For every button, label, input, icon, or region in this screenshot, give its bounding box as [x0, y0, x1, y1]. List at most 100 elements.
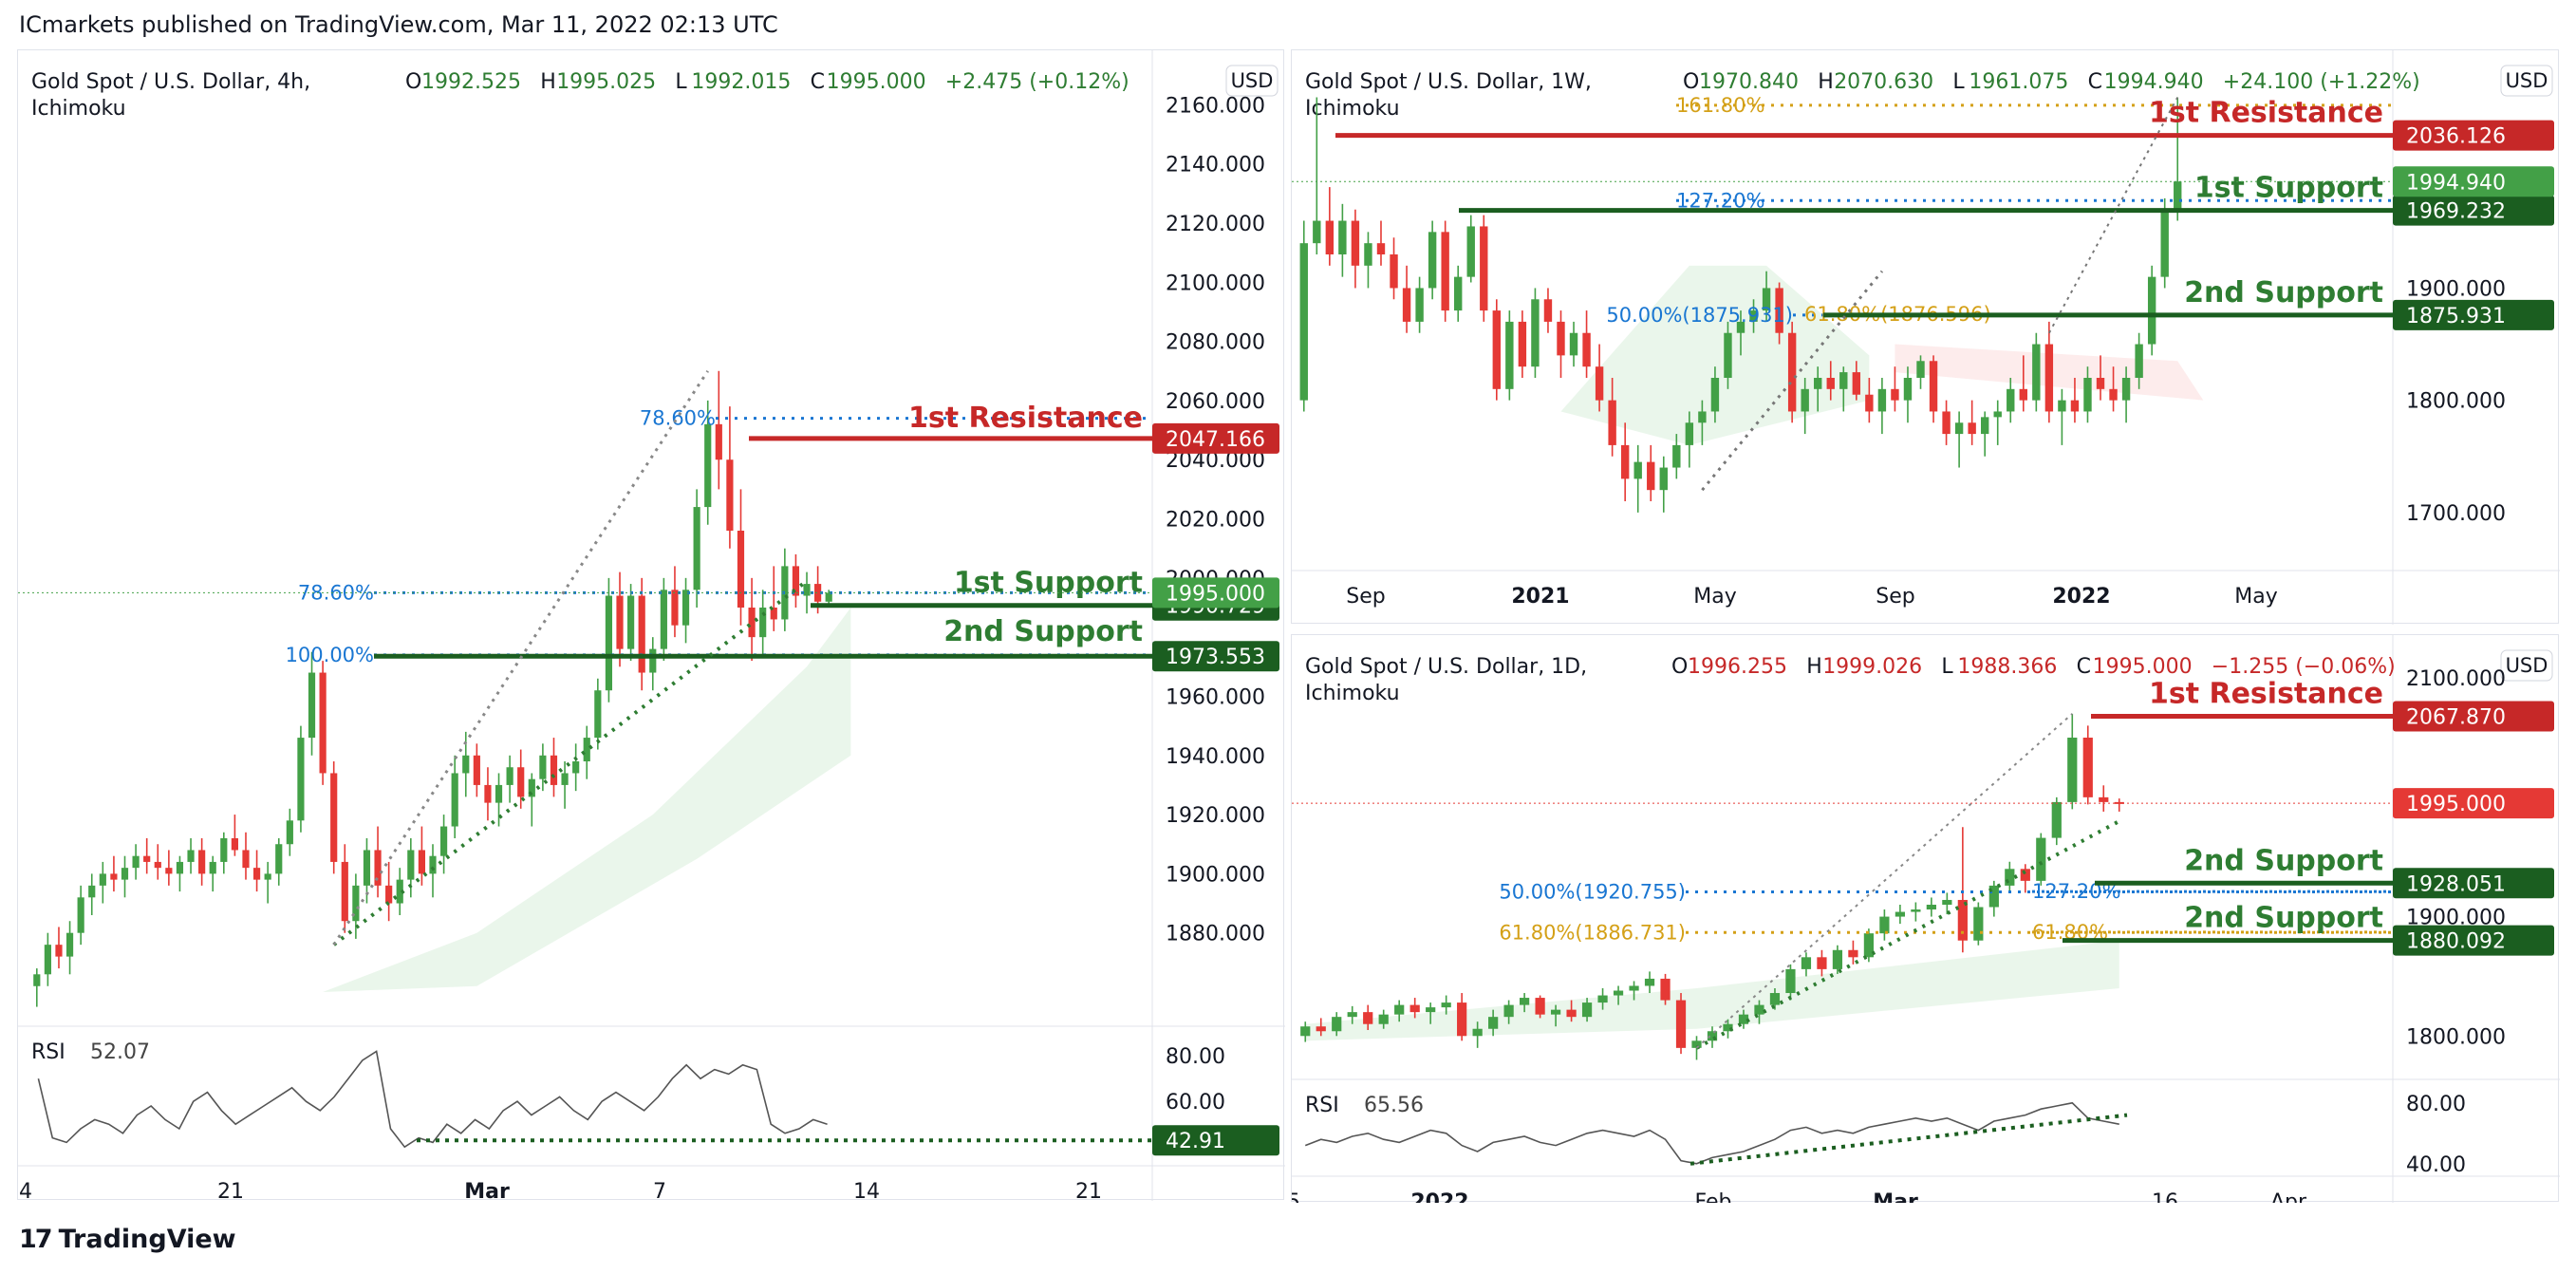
- candle-body: [1557, 321, 1565, 356]
- candle-body: [1659, 467, 1668, 491]
- fib-label: 100.00%: [286, 644, 374, 666]
- level-price-tag: [2393, 195, 2554, 226]
- x-tick-label: Sep: [1876, 585, 1914, 609]
- chart-title: Gold Spot / U.S. Dollar, 1W,: [1305, 70, 1592, 94]
- candle-body: [110, 873, 118, 880]
- candle-body: [528, 778, 535, 797]
- x-tick-label: 2021: [1511, 585, 1569, 609]
- indicator-name: Ichimoku: [1305, 682, 1400, 705]
- candle-body: [1608, 400, 1616, 445]
- candle-body: [1785, 968, 1796, 994]
- candle-body: [1926, 905, 1936, 910]
- candle-body: [2160, 209, 2169, 277]
- x-tick-label: 21: [217, 1180, 244, 1201]
- candle-body: [220, 838, 228, 862]
- level-price-tag: [1152, 641, 1279, 672]
- candle-body: [1520, 998, 1530, 1005]
- candle-body: [1877, 388, 1887, 412]
- ohlc-value-O: 1992.525: [421, 70, 521, 94]
- current-price-label: 1995.000: [2406, 793, 2506, 816]
- y-tick-label: 2140.000: [1166, 154, 1265, 178]
- candle-body: [1754, 1004, 1764, 1015]
- ohlc-label-H: H: [540, 70, 556, 94]
- candle-body: [1879, 916, 1890, 934]
- candle-body: [1566, 1009, 1577, 1018]
- candle-body: [1550, 1009, 1561, 1015]
- x-tick-label: Sep: [1346, 585, 1385, 609]
- indicator-name: Ichimoku: [31, 97, 126, 121]
- ohlc-change: +2.475 (+0.12%): [945, 70, 1129, 94]
- candle-body: [704, 423, 712, 508]
- level-price-label: 1875.931: [2406, 305, 2506, 328]
- candle-body: [1968, 422, 1976, 435]
- level-price-tag: [1152, 422, 1279, 454]
- candle-body: [187, 850, 195, 862]
- level-price-label: 1969.232: [2406, 200, 2506, 224]
- candle-body: [1629, 985, 1639, 991]
- candle-body: [2109, 388, 2118, 401]
- level-name: 2nd Support: [943, 615, 1143, 648]
- candle-body: [363, 850, 371, 886]
- candle-body: [1428, 232, 1437, 289]
- rsi-tick-label: 80.00: [2406, 1093, 2466, 1116]
- candle-body: [1863, 933, 1875, 958]
- candle-body: [99, 873, 106, 886]
- y-tick-label: 1800.000: [2406, 390, 2506, 414]
- level-name: 1st Support: [954, 567, 1143, 600]
- rsi-marker-tag: [1152, 1125, 1279, 1156]
- ohlc-value-L: 1988.366: [1957, 655, 2057, 679]
- tradingview-logo-text: TradingView: [58, 1225, 236, 1254]
- trend-line: [1695, 819, 2120, 1050]
- chart-panel-4h[interactable]: Gold Spot / U.S. Dollar, 4h, Ichimoku O 199…: [17, 49, 1285, 1204]
- candle-body: [681, 590, 690, 626]
- y-tick-label: 2100.000: [1166, 272, 1265, 295]
- candle-body: [2019, 388, 2027, 401]
- candle-body: [132, 855, 140, 869]
- trend-line: [332, 369, 709, 946]
- candle-body: [1338, 220, 1347, 254]
- chart-panel-1w[interactable]: Gold Spot / U.S. Dollar, 1W, Ichimoku O 197…: [1291, 49, 2560, 625]
- candle-body: [55, 945, 63, 957]
- chart-1w[interactable]: Gold Spot / U.S. Dollar, 1W, Ichimoku O 197…: [1292, 50, 2560, 625]
- tradingview-logo[interactable]: 17 TradingView: [19, 1225, 236, 1254]
- ohlc-label-O: O: [405, 70, 421, 94]
- candle-body: [2005, 869, 2015, 886]
- candle-body: [1441, 1002, 1451, 1008]
- currency-badge: [2500, 65, 2553, 97]
- candle-body: [1503, 1004, 1514, 1018]
- candle-body: [1738, 1014, 1749, 1024]
- candle-body: [1441, 232, 1449, 311]
- candle-body: [1633, 461, 1642, 479]
- candle-body: [803, 584, 811, 596]
- rsi-label: RSI: [31, 1040, 65, 1064]
- candle-body: [1749, 310, 1758, 322]
- level-price-tag: [2393, 868, 2554, 899]
- candle-body: [1891, 388, 1899, 401]
- x-tick-label: Apr: [2270, 1190, 2307, 1203]
- ohlc-label-L: L: [1941, 655, 1953, 679]
- candle-body: [2083, 378, 2092, 412]
- candle-body: [418, 850, 426, 874]
- candle-body: [2020, 869, 2030, 881]
- candle-body: [1691, 1040, 1702, 1048]
- candle-body: [1993, 411, 2002, 418]
- y-tick-label: 2020.000: [1166, 509, 1265, 533]
- candle-body: [1299, 243, 1308, 401]
- candle-body: [33, 974, 41, 986]
- candle-body: [1426, 1007, 1436, 1013]
- chart-panel-1d[interactable]: Gold Spot / U.S. Dollar, 1D, Ichimoku O 199…: [1287, 634, 2560, 1214]
- candle-body: [1826, 378, 1835, 389]
- ohlc-label-O: O: [1683, 70, 1699, 94]
- level-name: 2nd Support: [2184, 902, 2383, 935]
- candle-body: [1300, 1026, 1311, 1037]
- y-tick-label: 1880.000: [1166, 923, 1265, 946]
- y-tick-label: 1700.000: [2406, 502, 2506, 526]
- y-tick-label: 2120.000: [1166, 213, 1265, 236]
- candle-body: [439, 826, 448, 856]
- x-tick-label: 16: [2152, 1190, 2178, 1203]
- x-tick-label: 5: [1292, 1190, 1300, 1203]
- candle-body: [1518, 321, 1527, 367]
- ohlc-value-H: 1999.026: [1822, 655, 1922, 679]
